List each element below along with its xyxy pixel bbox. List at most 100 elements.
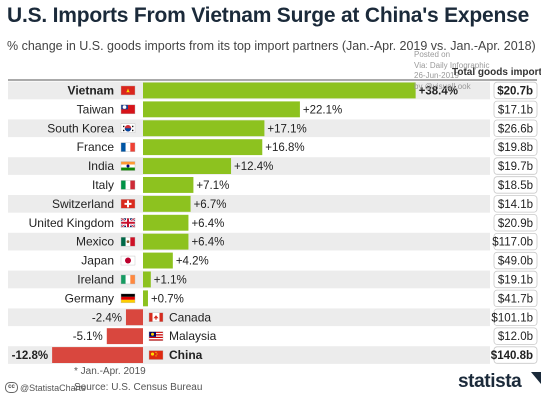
bar-japan bbox=[143, 252, 173, 269]
mexico-flag-icon bbox=[120, 236, 136, 247]
malaysia-flag-icon bbox=[148, 331, 164, 341]
value-label-malaysia: -5.1% bbox=[73, 331, 103, 343]
watermark-line-1: Posted on bbox=[414, 50, 451, 59]
total-value-taiwan: $17.1b bbox=[498, 104, 533, 116]
total-value-italy: $18.5b bbox=[498, 180, 533, 192]
south-korea-flag-icon bbox=[120, 123, 136, 133]
total-value-south-korea: $26.6b bbox=[498, 123, 533, 135]
bar-mexico bbox=[143, 233, 189, 250]
total-box-germany bbox=[493, 289, 538, 308]
value-label-taiwan: +22.1% bbox=[303, 104, 342, 116]
ireland-flag-icon bbox=[120, 274, 136, 285]
value-label-italy: +7.1% bbox=[196, 180, 229, 192]
chart-title: U.S. Imports From Vietnam Surge at China… bbox=[7, 4, 530, 27]
category-label-taiwan: Taiwan bbox=[77, 102, 114, 116]
bar-vietnam bbox=[143, 82, 416, 99]
value-label-switzerland: +6.7% bbox=[194, 199, 227, 211]
total-value-canada: $101.1b bbox=[491, 312, 533, 324]
value-label-mexico: +6.4% bbox=[191, 237, 224, 249]
germany-flag-icon bbox=[120, 293, 136, 304]
total-value-united-kingdom: $20.9b bbox=[498, 218, 533, 230]
taiwan-flag-icon bbox=[120, 104, 136, 115]
total-value-china: $140.8b bbox=[491, 350, 533, 362]
statista-handle[interactable]: cc @StatistaCharts bbox=[5, 382, 86, 393]
value-label-china: -12.8% bbox=[12, 350, 48, 362]
category-label-india: India bbox=[88, 159, 114, 173]
posted-on-watermark: Posted on Via: Daily Infographic 26-Jun-… bbox=[414, 50, 490, 92]
switzerland-flag-icon bbox=[120, 199, 136, 209]
category-label-ireland: Ireland bbox=[77, 272, 114, 286]
value-label-germany: +0.7% bbox=[151, 293, 184, 305]
total-box-taiwan bbox=[493, 100, 538, 118]
total-box-united-kingdom bbox=[493, 214, 538, 232]
total-box-vietnam bbox=[493, 81, 538, 100]
canada-flag-icon bbox=[148, 312, 164, 322]
watermark-line-2: Via: Daily Infographic bbox=[414, 60, 490, 70]
category-label-france: France bbox=[77, 140, 115, 154]
bar-ireland bbox=[143, 271, 151, 288]
category-label-united-kingdom: United Kingdom bbox=[29, 216, 114, 230]
bar-south-korea bbox=[143, 120, 265, 137]
bar-germany bbox=[143, 290, 148, 307]
category-label-south-korea: South Korea bbox=[47, 121, 114, 135]
italy-flag-icon bbox=[120, 180, 136, 190]
total-value-india: $19.7b bbox=[498, 161, 533, 173]
bar-china bbox=[52, 347, 144, 363]
value-label-vietnam: +38.4% bbox=[419, 85, 458, 97]
total-value-switzerland: $14.1b bbox=[498, 199, 533, 211]
category-label-japan: Japan bbox=[81, 254, 114, 268]
total-box-malaysia bbox=[493, 327, 538, 345]
vietnam-flag-icon bbox=[120, 85, 136, 96]
bar-italy bbox=[143, 177, 194, 193]
bar-india bbox=[143, 158, 232, 174]
bar-canada bbox=[125, 309, 143, 326]
total-box-japan bbox=[493, 251, 538, 270]
value-label-south-korea: +17.1% bbox=[267, 123, 306, 135]
total-value-ireland: $19.1b bbox=[498, 274, 533, 286]
bar-malaysia bbox=[106, 328, 143, 345]
category-label-mexico: Mexico bbox=[76, 235, 114, 249]
france-flag-icon bbox=[120, 142, 136, 152]
statista-logo-mark-icon bbox=[531, 372, 541, 384]
category-label-malaysia: Malaysia bbox=[169, 329, 217, 343]
total-box-china bbox=[493, 346, 538, 364]
total-box-france bbox=[493, 138, 538, 156]
united-kingdom-flag-icon bbox=[120, 217, 136, 229]
row-band-italy bbox=[8, 176, 490, 194]
total-value-france: $19.8b bbox=[498, 142, 533, 154]
total-value-vietnam: $20.7b bbox=[497, 85, 533, 97]
india-flag-icon bbox=[120, 161, 136, 171]
total-value-malaysia: $12.0b bbox=[498, 331, 533, 343]
category-label-switzerland: Switzerland bbox=[52, 197, 114, 211]
value-label-japan: +4.2% bbox=[176, 256, 209, 268]
category-label-canada: Canada bbox=[169, 310, 211, 324]
bar-united-kingdom bbox=[143, 214, 189, 231]
total-box-south-korea bbox=[493, 119, 538, 137]
value-label-united-kingdom: +6.4% bbox=[191, 218, 224, 230]
total-imports-header: Total goods imports* bbox=[452, 67, 541, 78]
bar-france bbox=[143, 139, 263, 156]
bar-switzerland bbox=[143, 195, 191, 212]
row-band-japan bbox=[8, 251, 490, 270]
category-label-germany: Germany bbox=[65, 291, 114, 305]
category-label-vietnam: Vietnam bbox=[68, 83, 114, 97]
japan-flag-icon bbox=[120, 255, 136, 266]
value-label-india: +12.4% bbox=[234, 161, 273, 173]
footnote: * Jan.-Apr. 2019 bbox=[74, 366, 146, 377]
total-value-japan: $49.0b bbox=[498, 256, 533, 268]
value-label-canada: -2.4% bbox=[92, 312, 122, 324]
value-label-france: +16.8% bbox=[265, 142, 304, 154]
category-label-china: China bbox=[169, 348, 203, 362]
total-box-canada bbox=[493, 308, 538, 326]
total-value-mexico: $117.0b bbox=[492, 237, 533, 249]
total-box-italy bbox=[493, 176, 538, 194]
china-flag-icon bbox=[148, 350, 164, 360]
statista-logo[interactable]: statista bbox=[458, 371, 522, 392]
watermark-line-4: by @visualLook bbox=[414, 81, 471, 91]
category-label-italy: Italy bbox=[92, 178, 114, 192]
bar-taiwan bbox=[143, 101, 300, 118]
value-label-ireland: +1.1% bbox=[154, 274, 187, 286]
chart-subtitle: % change in U.S. goods imports from its … bbox=[7, 39, 536, 53]
total-value-germany: $41.7b bbox=[498, 293, 533, 305]
